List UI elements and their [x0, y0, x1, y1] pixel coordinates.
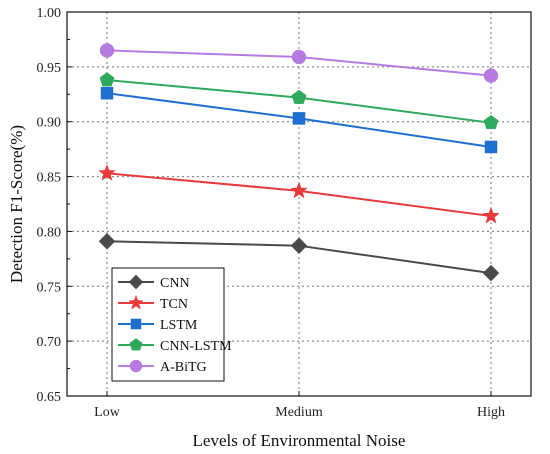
- series-tcn: [98, 164, 500, 224]
- data-point-circle: [483, 68, 499, 83]
- data-point-star: [98, 164, 116, 181]
- series-cnn-lstm: [99, 72, 499, 130]
- legend-label: TCN: [160, 297, 188, 312]
- data-point-circle: [129, 359, 143, 373]
- data-point-star: [482, 206, 500, 224]
- series-cnn: [98, 232, 500, 282]
- y-tick-label: 0.80: [37, 225, 62, 240]
- data-point-star: [290, 181, 308, 199]
- x-axis-title: Levels of Environmental Noise: [193, 431, 406, 450]
- data-point-diamond: [482, 264, 500, 282]
- legend-item: A-BiTG: [118, 359, 207, 375]
- ticks-layer: 0.65 0.70 0.75 0.80 0.85 0.90 0.95 1.00 Low Mediu…: [37, 6, 506, 420]
- legend-item: CNN-LSTM: [118, 338, 232, 354]
- data-point-diamond: [290, 237, 308, 255]
- y-tick-label: 0.75: [37, 280, 62, 295]
- legend: CNN TCN LSTM CNN-LSTM A-BiTG: [111, 267, 232, 382]
- legend-item: LSTM: [118, 318, 198, 333]
- data-point-pentagon: [129, 338, 143, 351]
- series-a-bitg: [99, 43, 499, 83]
- data-point-pentagon: [291, 89, 307, 104]
- y-tick-label: 0.65: [37, 390, 62, 405]
- data-point-circle: [99, 43, 115, 58]
- grid-lines: [67, 12, 531, 396]
- legend-label: CNN-LSTM: [160, 339, 232, 354]
- x-tick-label: Medium: [275, 405, 323, 420]
- data-point-circle: [291, 49, 307, 65]
- series-lstm: [100, 86, 498, 154]
- data-point-pentagon: [99, 72, 115, 87]
- y-tick-label: 1.00: [37, 6, 62, 21]
- x-tick-label: Low: [94, 405, 121, 420]
- data-point-square: [130, 318, 142, 330]
- x-tick-label: High: [477, 405, 505, 420]
- data-point-square: [100, 86, 114, 100]
- legend-label: LSTM: [160, 318, 198, 333]
- data-point-square: [484, 140, 498, 154]
- data-point-star: [128, 294, 144, 310]
- data-point-square: [292, 112, 306, 125]
- y-tick-label: 0.70: [37, 335, 62, 350]
- data-point-pentagon: [483, 115, 499, 130]
- series-layer: [98, 43, 500, 282]
- y-tick-label: 0.85: [37, 171, 62, 186]
- data-point-diamond: [128, 274, 144, 290]
- y-tick-label: 0.95: [37, 61, 62, 76]
- y-tick-label: 0.90: [37, 116, 62, 131]
- legend-item: TCN: [118, 294, 188, 312]
- y-axis-title: Detection F1-Score(%): [7, 125, 26, 283]
- data-point-diamond: [98, 232, 116, 250]
- legend-label: A-BiTG: [160, 360, 207, 375]
- legend-item: CNN: [118, 274, 190, 291]
- legend-label: CNN: [160, 276, 190, 291]
